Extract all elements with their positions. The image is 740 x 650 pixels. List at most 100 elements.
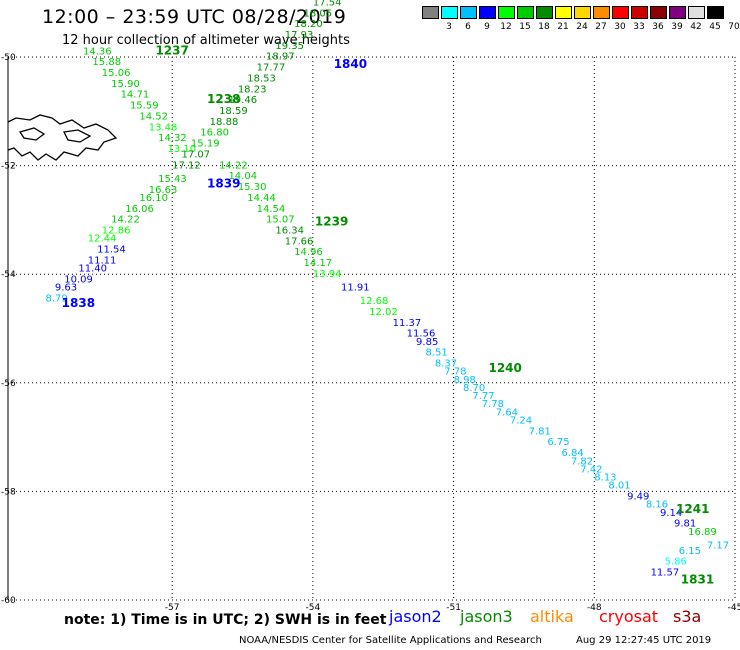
wave-height-value: 6.84 [561,448,583,459]
wave-height-value: 10.09 [64,274,93,285]
color-swatch [612,6,629,19]
wave-height-value: 12.44 [88,234,117,245]
wave-height-value: 17.07 [182,149,211,160]
wave-height-value: 17.93 [285,30,314,41]
wave-height-value: 11.37 [393,318,422,329]
color-swatch [517,6,534,19]
wave-height-value: 13.48 [149,122,178,133]
wave-height-value: 7.64 [496,407,518,418]
color-scale-label: 33 [633,22,645,32]
wave-height-value: 14.17 [303,258,332,269]
wave-height-value: 14.52 [139,111,168,122]
color-scale-label: 24 [576,22,588,32]
wave-height-value: 14.22 [111,215,140,226]
wave-height-value: 18.53 [247,73,276,84]
color-swatch [479,6,496,19]
wave-height-value: 8.16 [646,500,668,511]
wave-height-value: 5.86 [665,557,687,568]
pass-id-label: 1838 [62,296,95,310]
color-scale-label: 70 [728,22,740,32]
pass-id-label: 1241 [676,502,709,516]
longitude-label: -57 [165,603,180,613]
wave-height-value: 8.79 [46,293,68,304]
wave-height-value: 8.37 [435,359,457,370]
color-scale-label: 30 [614,22,626,32]
color-swatch [555,6,572,19]
pass-id-label: 1239 [315,214,348,228]
wave-height-value: 17.12 [172,160,201,171]
legend-cryosat: cryosat [599,607,659,626]
wave-height-value: 8.98 [454,375,476,386]
wave-height-value: 12.02 [369,307,398,318]
color-scale-label: 27 [595,22,607,32]
wave-height-value: 15.19 [191,139,220,150]
wave-height-value: 18.20 [294,19,323,30]
wave-height-value: 15.07 [266,215,295,226]
wave-height-value: 14.36 [83,46,112,57]
pass-id-label: 1237 [155,43,188,57]
wave-height-value: 7.17 [707,540,729,551]
longitude-label: -48 [587,603,602,613]
page-title: 12:00 – 23:59 UTC 08/28/2019 [42,6,347,28]
wave-height-value: 11.91 [341,282,370,293]
wave-height-value: 9.63 [55,282,77,293]
wave-height-value: 17.54 [313,0,342,8]
color-swatch [688,6,705,19]
color-swatch [669,6,686,19]
color-swatch [536,6,553,19]
wave-height-value: 14.04 [228,171,257,182]
color-swatch [441,6,458,19]
wave-height-value: 13.94 [313,269,342,280]
wave-height-value: 11.57 [651,568,680,579]
pass-id-label: 1831 [681,573,714,587]
wave-height-value: 7.77 [472,391,494,402]
longitude-label: -45 [728,603,740,613]
color-scale-label: 45 [709,22,721,32]
wave-height-value: 8.13 [594,473,616,484]
wave-height-value: 7.81 [529,426,551,437]
color-swatch [593,6,610,19]
wave-height-value: 7.42 [580,464,602,475]
credit-line: NOAA/NESDIS Center for Satellite Applica… [239,635,542,646]
pass-id-label: 1840 [334,57,367,71]
wave-height-value: 18.05 [303,8,332,19]
color-swatch [707,6,724,19]
wave-height-value: 14.44 [247,193,276,204]
color-scale-label: 39 [671,22,683,32]
wave-height-value: 18.97 [266,52,295,63]
longitude-label: -51 [446,603,461,613]
wave-height-value: 6.15 [679,546,701,557]
wave-height-value: 16.34 [275,225,304,236]
color-swatch [498,6,515,19]
color-swatch [574,6,591,19]
wave-height-value: 8.70 [463,383,485,394]
wave-height-value: 15.06 [102,68,131,79]
wave-height-value: 12.68 [360,296,389,307]
wave-height-value: 16.63 [149,185,178,196]
wave-height-value: 16.06 [125,204,154,215]
color-swatch [422,6,439,19]
wave-height-value: 11.56 [407,329,436,340]
wave-height-value: 14.22 [219,160,248,171]
wave-height-value: 15.30 [238,182,267,193]
wave-height-value: 14.32 [158,133,187,144]
pass-id-label: 1238 [207,92,240,106]
wave-height-value: 18.59 [219,106,248,117]
color-scale-label: 15 [519,22,531,32]
wave-height-value: 18.88 [210,117,239,128]
wave-height-value: 17.66 [285,236,314,247]
wave-height-value: 6.75 [547,437,569,448]
wave-height-value: 16.10 [139,193,168,204]
wave-height-value: 18.23 [238,84,267,95]
wave-height-value: 11.54 [97,244,126,255]
color-scale-label: 6 [465,22,471,32]
color-scale-label: 21 [557,22,569,32]
wave-height-value: 19.46 [228,95,257,106]
wave-height-value: 13.10 [167,144,196,155]
color-scale-label: 42 [690,22,702,32]
footer-note: note: 1) Time is in UTC; 2) SWH is in fe… [64,612,387,628]
legend-altika: altika [530,607,574,626]
wave-height-value: 14.71 [121,90,150,101]
page-subtitle: 12 hour collection of altimeter wave hei… [62,33,350,48]
wave-height-value: 14.96 [294,247,323,258]
